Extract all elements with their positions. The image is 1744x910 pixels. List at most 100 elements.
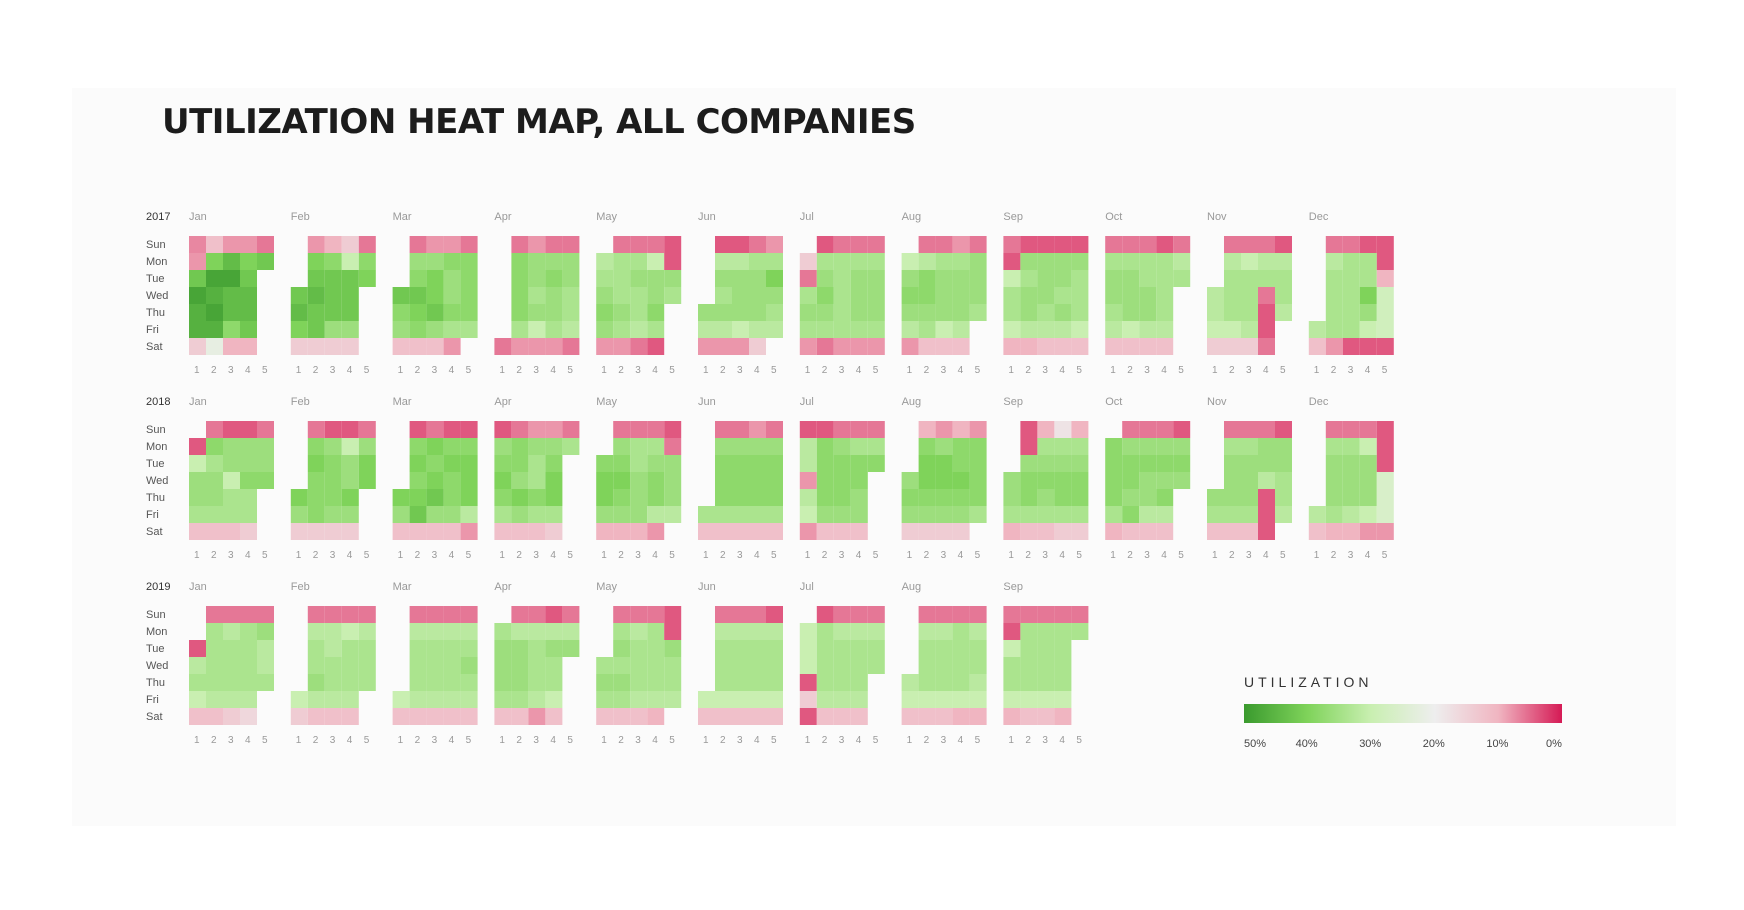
week-number-label: 2	[516, 365, 522, 376]
heatmap-cell	[647, 489, 665, 506]
heatmap-cell	[850, 253, 868, 270]
heatmap-cell	[528, 304, 546, 321]
heatmap-cell	[528, 708, 546, 725]
heatmap-cell	[833, 674, 851, 691]
heatmap-cell	[664, 506, 682, 523]
heatmap-cell	[698, 691, 715, 708]
heatmap-cell	[494, 657, 512, 674]
heatmap-cell	[528, 623, 546, 640]
heatmap-cell	[732, 523, 749, 540]
heatmap-cell	[630, 640, 648, 657]
heatmap-cell	[850, 489, 868, 506]
heatmap-cell	[409, 421, 427, 438]
heatmap-cell	[528, 674, 546, 691]
heatmap-cell	[511, 270, 529, 287]
year-label: 2018	[146, 396, 170, 408]
heatmap-cell	[1037, 674, 1055, 691]
heatmap-cell	[918, 455, 936, 472]
heatmap-cell	[1139, 253, 1157, 270]
heatmap-cell	[409, 623, 427, 640]
heatmap-cell	[799, 708, 817, 725]
heatmap-cell	[952, 606, 970, 623]
heatmap-cell	[307, 657, 325, 674]
heatmap-cell	[1139, 421, 1157, 438]
heatmap-cell	[206, 674, 223, 691]
month-label: Mar	[393, 396, 412, 408]
heatmap-cell	[952, 304, 970, 321]
heatmap-cell	[324, 287, 342, 304]
heatmap-cell	[1325, 253, 1343, 270]
heatmap-cell	[969, 472, 987, 489]
heatmap-cell	[816, 287, 834, 304]
heatmap-cell	[1376, 236, 1394, 253]
chart-card: UTILIZATION HEAT MAP, ALL COMPANIES 2017…	[72, 88, 1676, 826]
heatmap-cell	[1037, 338, 1055, 355]
heatmap-cell	[833, 472, 851, 489]
heatmap-cell	[613, 270, 631, 287]
heatmap-cell	[511, 421, 529, 438]
heatmap-cell	[324, 489, 342, 506]
heatmap-cell	[1325, 421, 1343, 438]
heatmap-cell	[850, 304, 868, 321]
heatmap-cell	[1122, 270, 1140, 287]
heatmap-cell	[1224, 472, 1241, 489]
heatmap-cell	[1376, 253, 1394, 270]
heatmap-cell	[596, 506, 614, 523]
heatmap-cell	[240, 338, 257, 355]
heatmap-cell	[443, 708, 461, 725]
heatmap-cell	[358, 455, 376, 472]
heatmap-cell	[545, 623, 563, 640]
week-number-label: 3	[330, 735, 336, 746]
heatmap-cell	[1139, 270, 1157, 287]
heatmap-cell	[511, 253, 529, 270]
heatmap-cell	[545, 506, 563, 523]
heatmap-cell	[952, 253, 970, 270]
week-number-label: 1	[499, 735, 505, 746]
heatmap-cell	[918, 270, 936, 287]
heatmap-cell	[1003, 253, 1021, 270]
heatmap-cell	[443, 674, 461, 691]
heatmap-cell	[307, 472, 325, 489]
heatmap-cell	[545, 606, 563, 623]
heatmap-cell	[324, 253, 342, 270]
heatmap-cell	[511, 455, 529, 472]
heatmap-cell	[732, 489, 749, 506]
weekday-label: Mon	[146, 441, 167, 453]
heatmap-cell	[799, 657, 817, 674]
week-number-label: 1	[805, 550, 811, 561]
heatmap-cell	[426, 674, 444, 691]
heatmap-cell	[952, 657, 970, 674]
heatmap-cell	[240, 472, 257, 489]
week-number-label: 2	[924, 365, 930, 376]
heatmap-cell	[1275, 270, 1292, 287]
month-label: Aug	[902, 581, 922, 593]
week-number-label: 5	[567, 365, 573, 376]
heatmap-cell	[867, 253, 885, 270]
heatmap-cell	[613, 708, 631, 725]
month-label: Oct	[1105, 211, 1122, 223]
heatmap-cell	[257, 640, 274, 657]
heatmap-cell	[952, 472, 970, 489]
heatmap-cell	[749, 674, 766, 691]
month-label: Jan	[189, 581, 207, 593]
heatmap-cell	[901, 338, 919, 355]
heatmap-cell	[596, 338, 614, 355]
heatmap-cell	[867, 657, 885, 674]
heatmap-cell	[1071, 236, 1089, 253]
heatmap-cell	[307, 506, 325, 523]
heatmap-cell	[1258, 236, 1275, 253]
heatmap-cell	[443, 523, 461, 540]
heatmap-cell	[443, 304, 461, 321]
heatmap-cell	[1071, 304, 1089, 321]
heatmap-cell	[1241, 304, 1258, 321]
heatmap-cell	[833, 623, 851, 640]
heatmap-cell	[545, 640, 563, 657]
heatmap-cell	[223, 674, 240, 691]
heatmap-cell	[630, 657, 648, 674]
heatmap-cell	[850, 506, 868, 523]
heatmap-cell	[766, 523, 783, 540]
week-number-label: 5	[1076, 365, 1082, 376]
heatmap-cell	[1122, 523, 1140, 540]
heatmap-cell	[1037, 421, 1055, 438]
heatmap-cell	[240, 623, 257, 640]
